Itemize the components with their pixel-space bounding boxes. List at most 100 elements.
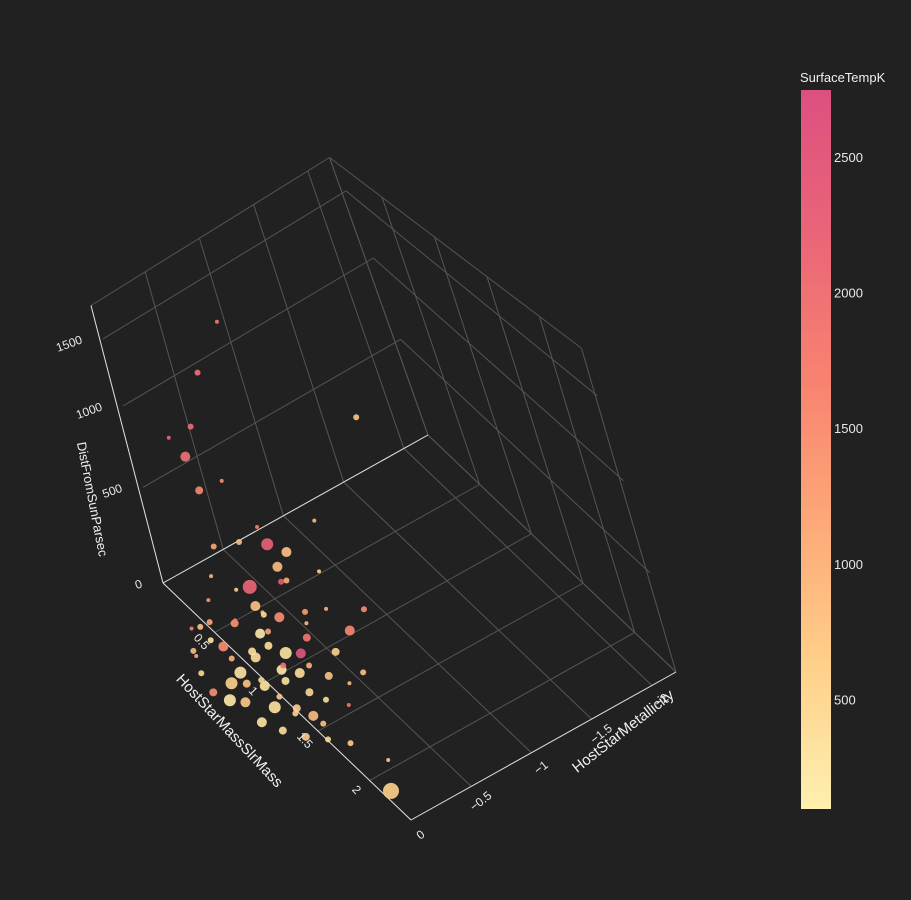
data-point	[166, 435, 171, 440]
grid-line	[198, 238, 284, 516]
data-point	[250, 601, 261, 612]
grid-line	[329, 157, 429, 436]
data-point	[242, 679, 251, 688]
data-point	[347, 740, 354, 747]
x-axis-line	[410, 671, 677, 821]
data-point	[236, 538, 243, 545]
data-point	[228, 655, 235, 662]
data-point	[360, 669, 367, 676]
data-point	[194, 369, 201, 376]
data-point	[302, 633, 311, 642]
data-point	[218, 641, 229, 652]
z-tick-label: 500	[100, 481, 124, 501]
data-point	[260, 611, 267, 618]
data-point	[308, 710, 319, 721]
colorbar-tick-label: 500	[834, 692, 856, 707]
data-point	[346, 702, 351, 707]
data-point	[278, 726, 287, 735]
data-point	[234, 666, 247, 679]
data-point	[386, 758, 391, 763]
y-tick-label: 2	[349, 783, 364, 798]
data-point	[242, 579, 257, 594]
grid-line	[486, 276, 584, 584]
colorbar-tick-label: 1500	[834, 421, 863, 436]
grid-line	[307, 170, 405, 449]
data-point	[317, 569, 322, 574]
chart-grid	[90, 157, 677, 821]
data-point	[295, 648, 306, 659]
chart-axes	[90, 305, 677, 821]
data-point	[304, 621, 309, 626]
x-tick-label: 0	[414, 827, 428, 842]
colorbar-gradient	[801, 90, 831, 809]
data-point	[268, 701, 281, 714]
data-point	[197, 623, 204, 630]
grid-line	[369, 632, 635, 781]
grid-line	[345, 190, 598, 397]
data-point	[280, 662, 287, 669]
data-point	[259, 680, 270, 691]
data-point	[255, 628, 266, 639]
data-point	[223, 694, 236, 707]
data-point	[219, 478, 224, 483]
data-point	[324, 671, 333, 680]
grid-line	[372, 257, 624, 482]
data-point	[322, 696, 329, 703]
data-point	[281, 676, 290, 685]
data-point	[258, 677, 265, 684]
data-point	[324, 606, 329, 611]
data-point	[255, 525, 260, 530]
data-point	[225, 677, 238, 690]
x-tick-label: −1	[531, 758, 551, 778]
grid-line	[266, 533, 532, 683]
grid-line	[283, 515, 532, 754]
z-tick-label: 1500	[54, 332, 84, 354]
data-point	[209, 574, 214, 579]
data-point	[233, 618, 238, 623]
data-point	[305, 688, 314, 697]
data-point	[292, 710, 299, 717]
grid-line	[122, 257, 374, 407]
colorbar-tick-label: 1000	[834, 557, 863, 572]
grid-line	[343, 481, 593, 720]
z-tick-label: 0	[133, 577, 144, 593]
data-point	[312, 518, 317, 523]
grid-line	[102, 190, 347, 340]
colorbar-tick-label: 2000	[834, 285, 863, 300]
grid-line	[381, 197, 481, 485]
data-point	[344, 625, 355, 636]
data-point	[294, 668, 305, 679]
data-point	[189, 626, 194, 631]
data-point	[195, 486, 204, 495]
data-point	[190, 647, 197, 654]
data-point	[274, 612, 285, 623]
data-point	[256, 717, 267, 728]
data-point	[279, 647, 292, 660]
data-point	[278, 578, 285, 585]
data-point	[194, 654, 199, 659]
data-point	[276, 693, 283, 700]
x-axis-label: HostStarMetallicity	[569, 686, 678, 776]
data-points	[166, 319, 399, 799]
y-tick-label: 1.5	[294, 730, 316, 752]
data-point	[198, 670, 205, 677]
grid-line	[90, 157, 330, 306]
grid-line	[142, 338, 401, 488]
data-point	[272, 561, 283, 572]
data-point	[248, 647, 257, 656]
data-point	[353, 414, 360, 421]
grid-line	[427, 434, 677, 673]
data-point	[207, 637, 214, 644]
data-point	[265, 628, 272, 635]
z-axis-line	[90, 305, 164, 584]
grid-line	[581, 348, 677, 673]
data-point	[264, 641, 273, 650]
data-point	[306, 662, 313, 669]
grid-line	[253, 204, 345, 483]
y-axis-label: HostStarMassSlrMass	[172, 671, 286, 791]
data-point	[347, 681, 352, 686]
data-point	[209, 688, 218, 697]
grid-line	[434, 236, 532, 534]
grid-line	[400, 338, 651, 574]
